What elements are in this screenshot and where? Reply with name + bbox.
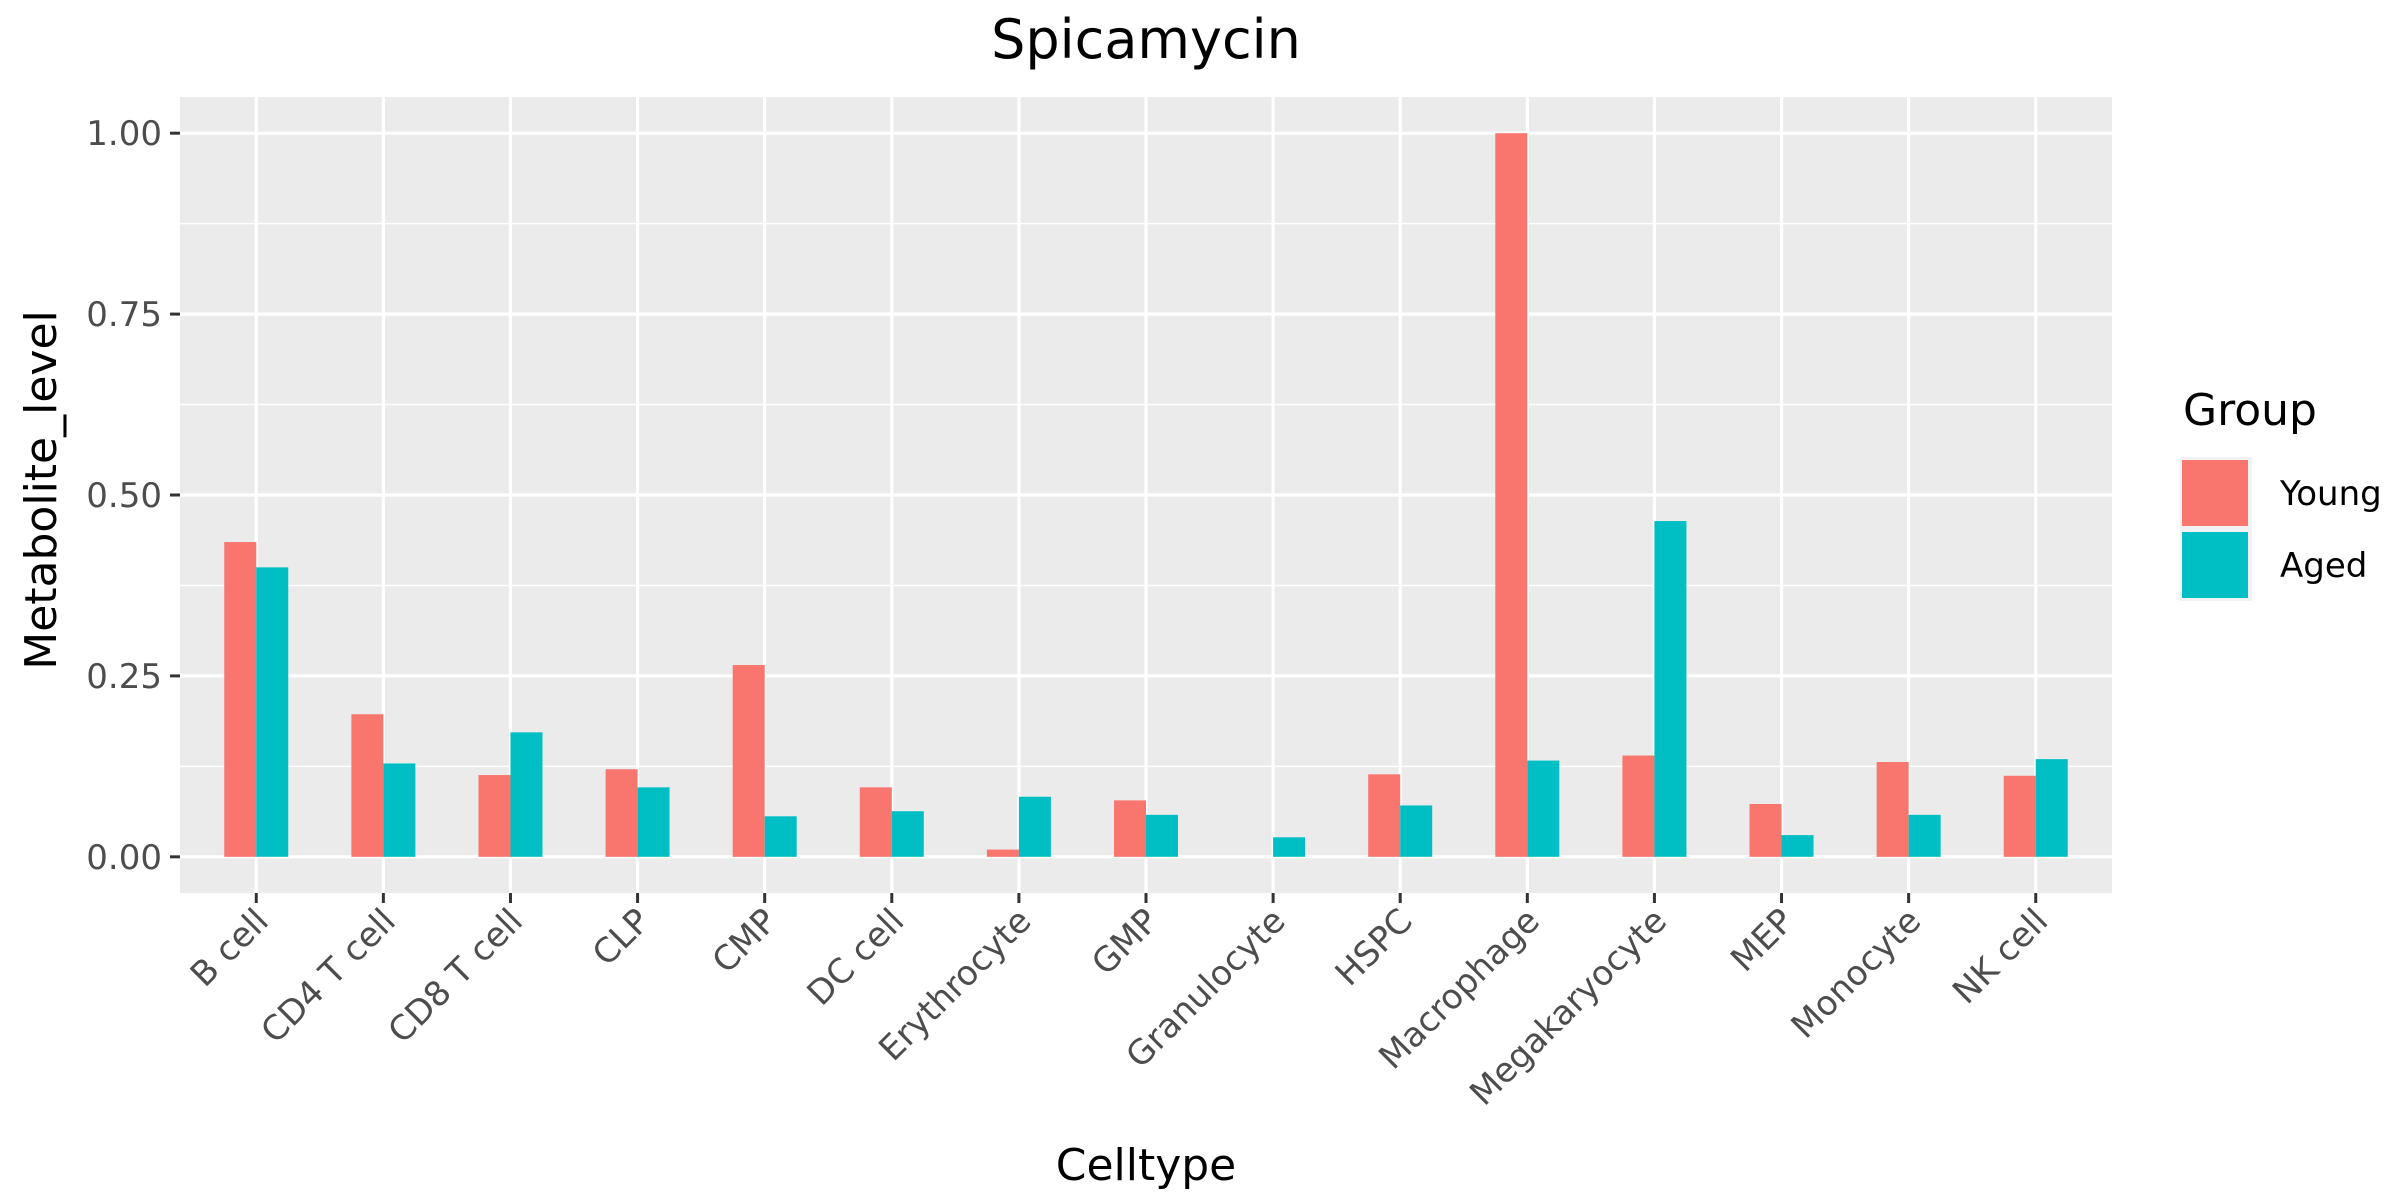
bar-aged-clp xyxy=(637,787,670,857)
bar-young-megakaryocyte xyxy=(1622,755,1655,857)
y-tick-label: 0.00 xyxy=(86,838,162,878)
x-tick-label: CD4 T cell xyxy=(254,901,404,1051)
bar-aged-macrophage xyxy=(1527,760,1560,857)
legend-swatch-aged xyxy=(2182,532,2248,598)
bar-aged-megakaryocyte xyxy=(1654,521,1687,857)
bar-aged-b-cell xyxy=(256,567,289,857)
bar-young-cd8-t-cell xyxy=(478,775,511,857)
bar-young-cd4-t-cell xyxy=(351,714,384,857)
bar-aged-nk-cell xyxy=(2035,759,2068,857)
bar-aged-mep xyxy=(1781,835,1814,857)
x-tick-label: HSPC xyxy=(1328,901,1421,994)
bar-young-nk-cell xyxy=(2003,775,2036,857)
x-tick-label: GMP xyxy=(1084,901,1166,983)
bar-young-dc-cell xyxy=(859,787,892,857)
bar-young-monocyte xyxy=(1876,762,1909,857)
legend: Group Young Aged xyxy=(2180,385,2382,601)
x-tick-label: NK cell xyxy=(1945,901,2056,1012)
y-axis: 0.00 0.25 0.50 0.75 1.00 xyxy=(86,114,180,878)
bar-young-cmp xyxy=(732,665,765,857)
bar-aged-hspc xyxy=(1400,805,1433,857)
chart-title: Spicamycin xyxy=(991,8,1301,71)
x-tick-label: CMP xyxy=(705,901,785,981)
x-tick-label: CD8 T cell xyxy=(381,901,531,1051)
y-tick-label: 0.75 xyxy=(86,295,162,335)
bar-aged-cmp xyxy=(764,816,797,857)
bar-aged-cd4-t-cell xyxy=(383,763,416,857)
legend-swatch-young xyxy=(2182,460,2248,526)
bar-aged-dc-cell xyxy=(891,811,924,857)
bar-young-clp xyxy=(605,769,638,857)
x-tick-label: B cell xyxy=(183,901,277,995)
bar-young-macrophage xyxy=(1495,133,1528,857)
x-tick-label: DC cell xyxy=(800,901,913,1014)
bar-aged-cd8-t-cell xyxy=(510,732,543,857)
x-tick-label: CLP xyxy=(585,901,658,974)
legend-title: Group xyxy=(2183,385,2317,436)
bar-young-hspc xyxy=(1368,774,1401,857)
bars xyxy=(224,133,2068,857)
bar-young-gmp xyxy=(1114,800,1146,857)
y-axis-title: Metabolite_level xyxy=(16,310,67,670)
y-tick-label: 1.00 xyxy=(86,114,162,154)
x-tick-label: Monocyte xyxy=(1784,901,1929,1046)
y-tick-label: 0.50 xyxy=(86,476,162,516)
x-tick-label: MEP xyxy=(1723,901,1802,980)
x-axis-title: Celltype xyxy=(1056,1140,1237,1191)
bar-young-b-cell xyxy=(224,542,257,857)
bar-aged-granulocyte xyxy=(1273,837,1306,857)
legend-label-aged: Aged xyxy=(2280,546,2367,586)
bar-aged-erythrocyte xyxy=(1018,796,1051,857)
bar-aged-gmp xyxy=(1146,814,1178,857)
bar-young-erythrocyte xyxy=(986,849,1019,857)
y-tick-label: 0.25 xyxy=(86,657,162,697)
bar-young-mep xyxy=(1749,803,1782,857)
bar-aged-monocyte xyxy=(1908,814,1941,857)
legend-label-young: Young xyxy=(2279,474,2382,514)
